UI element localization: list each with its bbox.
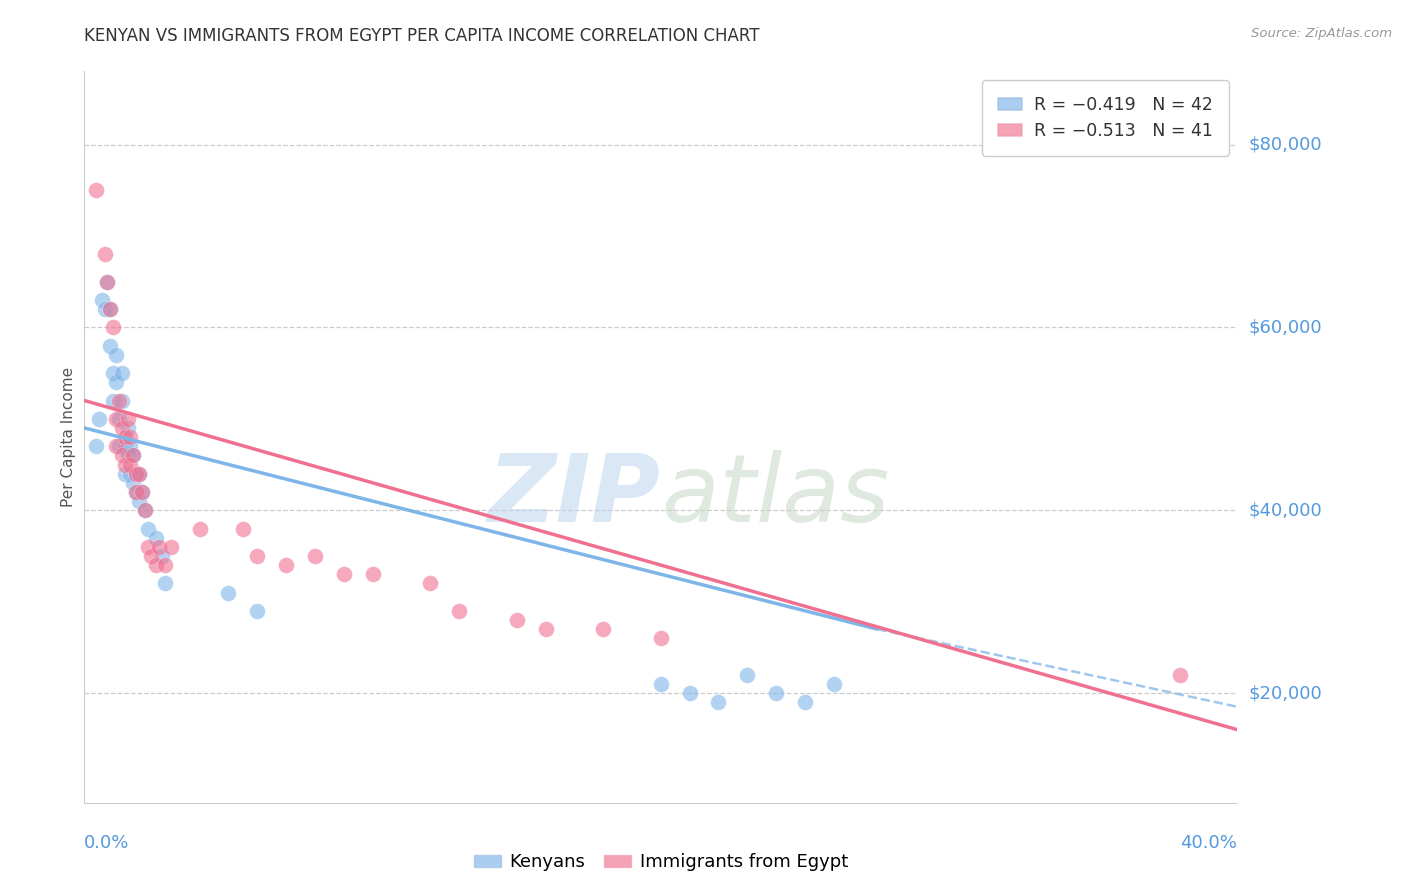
Point bbox=[125, 467, 148, 481]
Point bbox=[93, 247, 115, 261]
Point bbox=[361, 567, 384, 582]
Point bbox=[765, 686, 787, 700]
Point bbox=[105, 348, 128, 362]
Point bbox=[120, 467, 142, 481]
Point bbox=[139, 549, 162, 563]
Text: $40,000: $40,000 bbox=[1249, 501, 1322, 519]
Point bbox=[131, 485, 153, 500]
Point bbox=[111, 421, 134, 435]
Point bbox=[153, 576, 176, 591]
Text: $80,000: $80,000 bbox=[1249, 136, 1322, 153]
Point bbox=[678, 686, 700, 700]
Point bbox=[111, 448, 134, 462]
Point bbox=[98, 301, 121, 317]
Point bbox=[108, 412, 131, 426]
Point bbox=[793, 695, 815, 709]
Point bbox=[304, 549, 326, 563]
Point bbox=[419, 576, 441, 591]
Point bbox=[87, 412, 110, 426]
Point bbox=[148, 540, 170, 554]
Point bbox=[145, 531, 167, 545]
Point bbox=[96, 275, 118, 289]
Point bbox=[128, 494, 150, 508]
Point bbox=[128, 467, 150, 481]
Point bbox=[98, 338, 121, 352]
Point bbox=[103, 320, 124, 334]
Text: ZIP: ZIP bbox=[488, 450, 661, 541]
Point bbox=[93, 301, 115, 317]
Point bbox=[84, 183, 107, 197]
Point bbox=[136, 540, 159, 554]
Text: KENYAN VS IMMIGRANTS FROM EGYPT PER CAPITA INCOME CORRELATION CHART: KENYAN VS IMMIGRANTS FROM EGYPT PER CAPI… bbox=[84, 27, 759, 45]
Point bbox=[823, 677, 845, 691]
Point bbox=[117, 412, 139, 426]
Point bbox=[153, 558, 176, 573]
Point bbox=[108, 393, 131, 408]
Point bbox=[120, 458, 142, 472]
Legend: R = −0.419   N = 42, R = −0.513   N = 41: R = −0.419 N = 42, R = −0.513 N = 41 bbox=[981, 80, 1229, 156]
Point bbox=[103, 366, 124, 380]
Point bbox=[134, 503, 156, 517]
Point bbox=[125, 485, 148, 500]
Point bbox=[105, 412, 128, 426]
Text: $60,000: $60,000 bbox=[1249, 318, 1322, 336]
Point bbox=[117, 448, 139, 462]
Point bbox=[108, 439, 131, 453]
Point bbox=[114, 439, 136, 453]
Point bbox=[84, 439, 107, 453]
Point bbox=[707, 695, 730, 709]
Point bbox=[650, 632, 672, 646]
Point bbox=[506, 613, 529, 627]
Text: 0.0%: 0.0% bbox=[84, 834, 129, 852]
Point bbox=[117, 421, 139, 435]
Point bbox=[136, 521, 159, 535]
Point bbox=[114, 458, 136, 472]
Point bbox=[105, 375, 128, 389]
Point bbox=[232, 521, 254, 535]
Point bbox=[150, 549, 173, 563]
Point bbox=[96, 275, 118, 289]
Text: 40.0%: 40.0% bbox=[1181, 834, 1237, 852]
Point bbox=[188, 521, 211, 535]
Point bbox=[128, 467, 150, 481]
Point bbox=[737, 667, 759, 681]
Point bbox=[114, 430, 136, 444]
Point bbox=[103, 393, 124, 408]
Point bbox=[111, 366, 134, 380]
Point bbox=[160, 540, 183, 554]
Point bbox=[447, 604, 470, 618]
Point bbox=[332, 567, 354, 582]
Point bbox=[90, 293, 112, 307]
Point bbox=[125, 467, 148, 481]
Point bbox=[122, 448, 145, 462]
Point bbox=[246, 604, 269, 618]
Point bbox=[131, 485, 153, 500]
Point bbox=[105, 439, 128, 453]
Point bbox=[125, 485, 148, 500]
Point bbox=[120, 430, 142, 444]
Point bbox=[534, 622, 557, 636]
Point bbox=[111, 393, 134, 408]
Point bbox=[98, 301, 121, 317]
Point bbox=[122, 448, 145, 462]
Point bbox=[122, 475, 145, 490]
Point bbox=[217, 585, 239, 599]
Text: atlas: atlas bbox=[661, 450, 889, 541]
Legend: Kenyans, Immigrants from Egypt: Kenyans, Immigrants from Egypt bbox=[467, 847, 855, 879]
Text: Source: ZipAtlas.com: Source: ZipAtlas.com bbox=[1251, 27, 1392, 40]
Text: $20,000: $20,000 bbox=[1249, 684, 1322, 702]
Point bbox=[274, 558, 298, 573]
Point bbox=[145, 558, 167, 573]
Point bbox=[114, 467, 136, 481]
Point bbox=[1168, 667, 1191, 681]
Point bbox=[134, 503, 156, 517]
Y-axis label: Per Capita Income: Per Capita Income bbox=[60, 367, 76, 508]
Point bbox=[592, 622, 614, 636]
Point bbox=[246, 549, 269, 563]
Point bbox=[120, 439, 142, 453]
Point bbox=[650, 677, 672, 691]
